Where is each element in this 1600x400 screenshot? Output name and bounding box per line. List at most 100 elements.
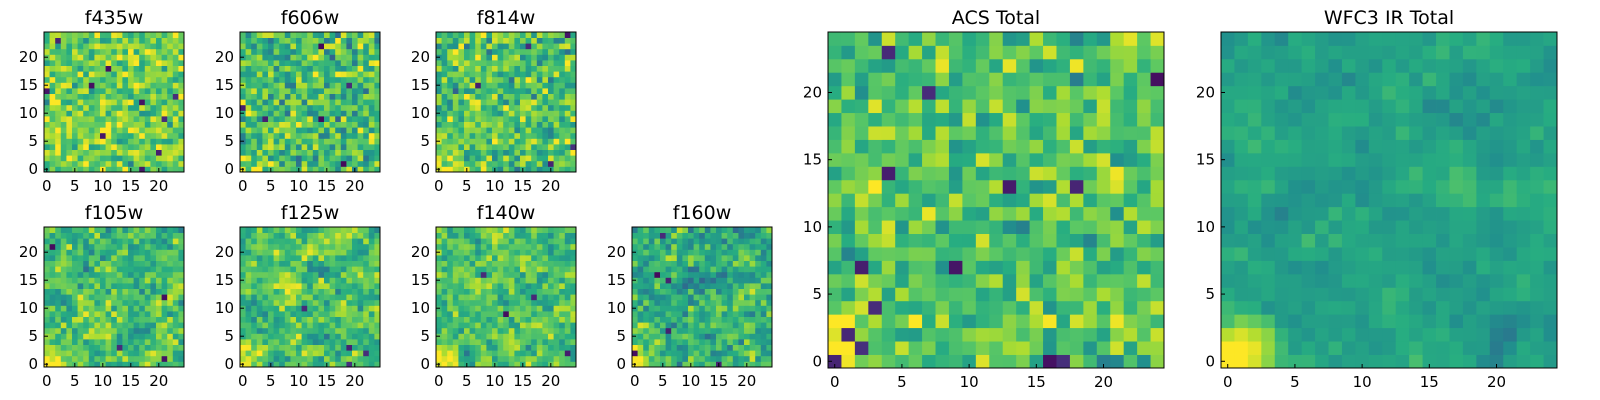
- heatmap-cell: [256, 104, 263, 111]
- heatmap-cell: [49, 266, 56, 273]
- heatmap-cell: [352, 76, 358, 83]
- heatmap-cell: [486, 93, 493, 100]
- heatmap-cell: [732, 283, 739, 289]
- heatmap-cell: [570, 355, 577, 362]
- heatmap-cell: [324, 82, 330, 89]
- heatmap-cell: [49, 232, 56, 239]
- heatmap-cell: [760, 288, 767, 295]
- heatmap-cell: [441, 76, 448, 83]
- heatmap-cell: [262, 65, 269, 72]
- heatmap-cell: [128, 54, 134, 61]
- heatmap-cell: [989, 300, 1004, 315]
- heatmap-cell: [660, 316, 666, 323]
- heatmap-cell: [111, 333, 118, 340]
- heatmap-cell: [447, 333, 454, 340]
- heatmap-cell: [475, 361, 482, 368]
- heatmap-cell: [368, 232, 375, 239]
- heatmap-cell: [279, 327, 286, 334]
- heatmap-cell: [150, 121, 157, 128]
- heatmap-cell: [279, 243, 286, 250]
- heatmap-cell: [475, 238, 482, 245]
- heatmap-cell: [100, 132, 106, 139]
- heatmap-cell: [643, 350, 650, 357]
- heatmap-cell: [732, 271, 739, 278]
- heatmap-cell: [318, 132, 325, 139]
- heatmap-cell: [452, 160, 459, 167]
- heatmap-cell: [144, 243, 151, 250]
- heatmap-cell: [268, 294, 274, 301]
- heatmap-cell: [632, 238, 638, 245]
- heatmap-cell: [133, 144, 140, 150]
- heatmap-cell: [128, 76, 134, 83]
- heatmap-cell: [245, 277, 252, 284]
- heatmap-cell: [340, 350, 347, 357]
- heatmap-cell: [329, 110, 336, 117]
- heatmap-cell: [368, 283, 375, 289]
- heatmap-cell: [469, 277, 476, 284]
- heatmap-cell: [766, 339, 773, 345]
- heatmap-cell: [436, 322, 442, 329]
- heatmap-cell: [564, 355, 571, 362]
- heatmap-cell: [1056, 206, 1071, 221]
- heatmap-cell: [1029, 287, 1044, 302]
- heatmap-cell: [643, 361, 650, 368]
- heatmap-cell: [156, 232, 162, 239]
- heatmap-cell: [989, 220, 1004, 234]
- heatmap-cell: [497, 355, 504, 362]
- heatmap-cell: [262, 299, 269, 306]
- heatmap-cell: [452, 344, 459, 351]
- heatmap-cell: [144, 350, 151, 357]
- heatmap-cell: [497, 316, 504, 323]
- heatmap-cell: [133, 355, 140, 362]
- heatmap-cell: [536, 327, 543, 334]
- heatmap-cell: [475, 88, 482, 94]
- heatmap-cell: [447, 344, 454, 351]
- heatmap-cell: [251, 138, 258, 145]
- heatmap-cell: [935, 193, 950, 208]
- heatmap-cell: [139, 127, 146, 134]
- heatmap-cell: [548, 160, 554, 167]
- heatmap-cell: [363, 227, 370, 233]
- heatmap-cell: [262, 350, 269, 357]
- heatmap-cell: [648, 249, 655, 256]
- heatmap-cell: [94, 93, 101, 100]
- heatmap-cell: [760, 333, 767, 340]
- heatmap-cell: [167, 288, 174, 295]
- heatmap-cell: [841, 341, 856, 355]
- heatmap-cell: [755, 311, 762, 317]
- heatmap-cell: [531, 93, 538, 100]
- heatmap-cell: [520, 316, 526, 323]
- heatmap-cell: [755, 316, 762, 323]
- heatmap-cell: [94, 249, 101, 256]
- heatmap-cell: [1110, 260, 1125, 275]
- heatmap-cell: [520, 93, 526, 100]
- heatmap-cell: [458, 238, 465, 245]
- heatmap-cell: [508, 155, 515, 162]
- heatmap-cell: [975, 193, 990, 208]
- heatmap-cell: [256, 82, 263, 89]
- heatmap-cell: [480, 238, 487, 245]
- heatmap-cell: [841, 287, 856, 302]
- heatmap-cell: [665, 255, 672, 261]
- heatmap-cell: [436, 255, 442, 261]
- heatmap-cell: [100, 104, 106, 111]
- heatmap-cell: [340, 227, 347, 233]
- heatmap-cell: [55, 294, 62, 301]
- heatmap-cell: [324, 271, 330, 278]
- heatmap-cell: [749, 283, 756, 289]
- heatmap-cell: [542, 355, 549, 362]
- heatmap-cell: [139, 266, 146, 273]
- heatmap-cell: [632, 350, 638, 357]
- heatmap-cell: [447, 227, 454, 233]
- heatmap-cell: [464, 43, 470, 50]
- heatmap-cell: [514, 116, 521, 122]
- heatmap-cell: [436, 132, 442, 139]
- heatmap-cell: [290, 271, 297, 278]
- heatmap-cell: [436, 43, 442, 50]
- x-tick-label: 5: [462, 177, 472, 195]
- heatmap-cell: [100, 43, 106, 50]
- heatmap-cell: [374, 48, 381, 55]
- heatmap-cell: [66, 43, 73, 50]
- heatmap-cell: [357, 144, 364, 150]
- heatmap-cell: [447, 277, 454, 284]
